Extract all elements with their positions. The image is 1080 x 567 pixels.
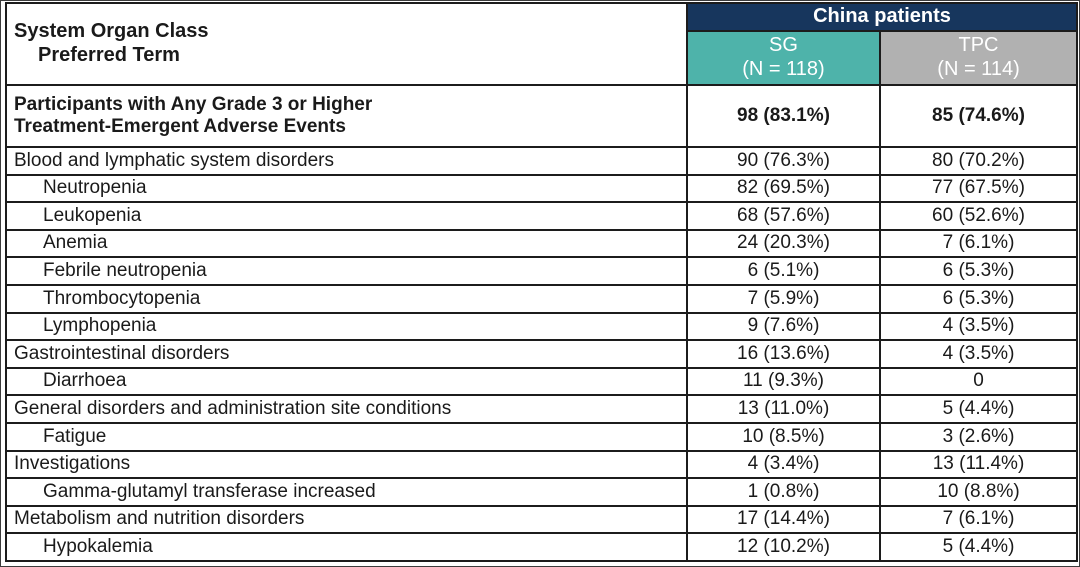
table-row-leukopenia: Leukopenia 68 (57.6%) 60 (52.6%) [5,201,1079,231]
sg-value-cell: 90 (76.3%) [686,146,881,176]
row-label: Gamma-glutamyl transferase increased [5,477,688,507]
column-header-sg-n: (N = 118) [742,58,825,80]
tpc-value-cell: 10 (8.8%) [878,477,1079,507]
tpc-value-cell: 85 (74.6%) [878,84,1079,148]
row-label: Diarrhoea [5,366,688,397]
tpc-value-cell: 0 [878,366,1079,397]
table-header-row-columns: SG (N = 118) TPC (N = 114) [6,30,1079,86]
table-row-febrile-neutropenia: Febrile neutropenia 6 (5.1%) 6 (5.3%) [5,256,1079,286]
tpc-value-cell: 7 (6.1%) [878,504,1079,535]
sg-value-cell: 10 (8.5%) [686,421,881,452]
column-header-tpc-name: TPC [958,34,999,57]
corner-header-cell: System Organ Class Preferred Term [5,2,688,86]
corner-header-line1: System Organ Class [14,20,209,43]
table-row-metabolism-nutrition: Metabolism and nutrition disorders 17 (1… [5,504,1079,535]
row-label: Gastrointestinal disorders [5,339,688,369]
column-header-sg-name: SG [769,34,798,57]
table-row-ggt-increased: Gamma-glutamyl transferase increased 1 (… [5,477,1079,507]
sg-value-cell: 16 (13.6%) [686,339,881,369]
row-label: Blood and lymphatic system disorders [5,146,688,176]
sg-value-cell: 68 (57.6%) [686,201,881,231]
table-row-fatigue: Fatigue 10 (8.5%) 3 (2.6%) [5,421,1079,452]
tpc-value-cell: 7 (6.1%) [878,228,1079,259]
tpc-value-cell: 6 (5.3%) [878,256,1079,286]
table-row-lymphopenia: Lymphopenia 9 (7.6%) 4 (3.5%) [5,311,1079,342]
tpc-value-cell: 5 (4.4%) [878,532,1079,562]
row-label: Hypokalemia [5,532,688,562]
sg-value-cell: 4 (3.4%) [686,449,881,480]
table-row-investigations: Investigations 4 (3.4%) 13 (11.4%) [5,449,1079,480]
tpc-value-cell: 5 (4.4%) [878,394,1079,424]
sg-value-cell: 9 (7.6%) [686,311,881,342]
tpc-value-cell: 80 (70.2%) [878,146,1079,176]
column-header-sg: SG (N = 118) [686,30,881,86]
tpc-value-cell: 4 (3.5%) [878,339,1079,369]
table-row-thrombocytopenia: Thrombocytopenia 7 (5.9%) 6 (5.3%) [5,283,1079,314]
row-label: General disorders and administration sit… [5,394,688,424]
corner-header-line2: Preferred Term [38,44,180,66]
group-header-china-patients: China patients [685,2,1079,32]
tpc-value-cell: 4 (3.5%) [878,311,1079,342]
sg-value-cell: 12 (10.2%) [686,532,881,562]
row-label: Metabolism and nutrition disorders [5,504,688,535]
row-label: Participants with Any Grade 3 or Higher … [5,84,688,148]
row-label: Neutropenia [5,173,688,204]
sg-value-cell: 11 (9.3%) [686,366,881,397]
sg-value-cell: 98 (83.1%) [686,84,881,148]
row-label: Lymphopenia [5,311,688,342]
row-label: Febrile neutropenia [5,256,688,286]
row-label: Anemia [5,228,688,259]
row-label: Investigations [5,449,688,480]
table-row-neutropenia: Neutropenia 82 (69.5%) 77 (67.5%) [5,173,1079,204]
table-row-general-disorders: General disorders and administration sit… [5,394,1079,424]
row-label-line1: Participants with Any Grade 3 or Higher [14,93,373,115]
column-header-tpc: TPC (N = 114) [878,30,1079,86]
sg-value-cell: 13 (11.0%) [686,394,881,424]
adverse-events-table: System Organ Class Preferred Term China … [5,2,1079,562]
table-row-hypokalemia: Hypokalemia 12 (10.2%) 5 (4.4%) [5,532,1079,562]
table-row-diarrhoea: Diarrhoea 11 (9.3%) 0 [5,366,1079,397]
tpc-value-cell: 3 (2.6%) [878,421,1079,452]
table-row-blood-lymphatic: Blood and lymphatic system disorders 90 … [5,146,1079,176]
table-row-participants-any-grade3: Participants with Any Grade 3 or Higher … [5,84,1079,148]
tpc-value-cell: 13 (11.4%) [878,449,1079,480]
row-label: Thrombocytopenia [5,283,688,314]
sg-value-cell: 17 (14.4%) [686,504,881,535]
tpc-value-cell: 60 (52.6%) [878,201,1079,231]
sg-value-cell: 82 (69.5%) [686,173,881,204]
row-label: Fatigue [5,421,688,452]
table-row-gastrointestinal: Gastrointestinal disorders 16 (13.6%) 4 … [5,339,1079,369]
row-label-line2: Treatment-Emergent Adverse Events [14,116,346,137]
sg-value-cell: 7 (5.9%) [686,283,881,314]
sg-value-cell: 1 (0.8%) [686,477,881,507]
column-header-tpc-n: (N = 114) [937,58,1020,80]
row-label: Leukopenia [5,201,688,231]
sg-value-cell: 24 (20.3%) [686,228,881,259]
table-header-row-group: System Organ Class Preferred Term China … [5,2,1079,86]
table-row-anemia: Anemia 24 (20.3%) 7 (6.1%) [5,228,1079,259]
tpc-value-cell: 6 (5.3%) [878,283,1079,314]
sg-value-cell: 6 (5.1%) [686,256,881,286]
tpc-value-cell: 77 (67.5%) [878,173,1079,204]
